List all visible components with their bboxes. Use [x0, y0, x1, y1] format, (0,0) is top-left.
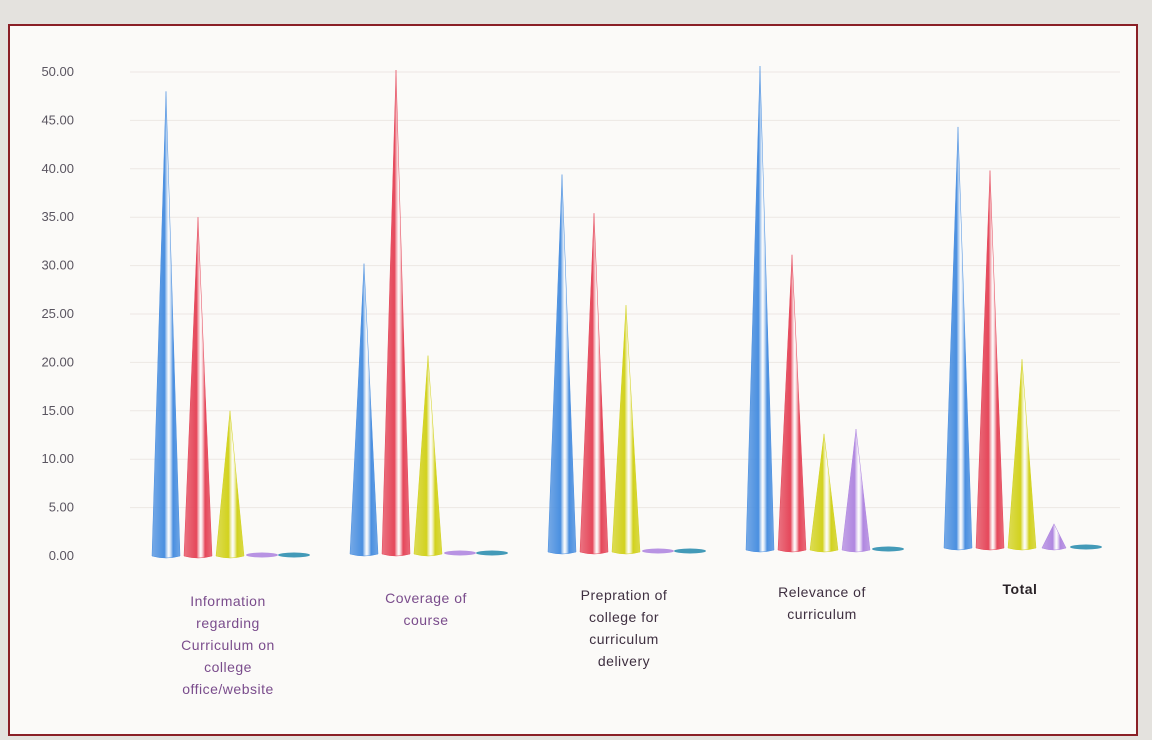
y-tick-label: 35.00 [41, 209, 74, 224]
y-tick-label: 40.00 [41, 161, 74, 176]
category-label-line: curriculum [589, 631, 659, 647]
category-label-line: Prepration of [581, 587, 668, 603]
cone-bar [215, 410, 245, 559]
y-axis-ticks: 0.00 5.00 10.00 15.00 20.00 25.00 30.00 35.00 40… [41, 64, 74, 563]
y-tick-label: 30.00 [41, 258, 74, 273]
cone-bar [611, 305, 641, 555]
cone-bar [151, 91, 181, 559]
y-tick-label: 50.00 [41, 64, 74, 79]
cone-bar [1070, 544, 1102, 550]
category-label-line: Relevance of [778, 584, 866, 600]
y-tick-label: 0.00 [49, 548, 74, 563]
category-label: Coverage of course [385, 590, 467, 628]
cone-bar [777, 254, 807, 553]
cone-bar [278, 552, 310, 558]
cone-bar [642, 548, 674, 554]
grid-lines [130, 71, 1120, 509]
category-label-line: Curriculum on [181, 637, 275, 653]
cone-bar [381, 69, 411, 557]
category-label-line: course [403, 612, 448, 628]
y-tick-label: 5.00 [49, 500, 74, 515]
cone-bar [349, 263, 379, 557]
category-label-line: college for [589, 609, 659, 625]
cone-bar [444, 550, 476, 556]
cone-bar [246, 552, 278, 558]
cone-bar [943, 126, 973, 551]
cone-bar [1041, 523, 1067, 551]
cone-bar [809, 433, 839, 553]
chart-frame: 0.00 5.00 10.00 15.00 20.00 25.00 30.00 35.00 40… [8, 24, 1138, 736]
cone-bar [413, 355, 443, 557]
category-labels: Information regarding Curriculum on college… [181, 581, 1037, 697]
cone-bars [151, 65, 1102, 559]
category-label-line: delivery [598, 653, 650, 669]
cone-bar [547, 174, 577, 555]
cone-bar [579, 213, 609, 555]
cone-bar [745, 65, 775, 553]
category-label-line: Information [190, 593, 266, 609]
category-label-line: regarding [196, 615, 260, 631]
category-label-line: Coverage of [385, 590, 467, 606]
y-tick-label: 45.00 [41, 112, 74, 127]
category-label-line: Total [1003, 581, 1038, 597]
y-tick-label: 15.00 [41, 403, 74, 418]
category-label: Information regarding Curriculum on college… [181, 593, 275, 697]
category-label: Total [1003, 581, 1038, 597]
y-tick-label: 25.00 [41, 306, 74, 321]
category-label-line: college [204, 659, 252, 675]
cone-bar [841, 428, 871, 553]
cone-bar [476, 550, 508, 556]
cone-bar [183, 217, 213, 559]
y-tick-label: 10.00 [41, 451, 74, 466]
category-label: Prepration of college for curriculum delive… [581, 587, 668, 669]
category-label-line: office/website [182, 681, 274, 697]
category-label: Relevance of curriculum [778, 584, 866, 622]
cone-bar-chart: 0.00 5.00 10.00 15.00 20.00 25.00 30.00 35.00 40… [41, 64, 1120, 697]
cone-bar [1007, 359, 1037, 551]
cone-bar [975, 170, 1005, 551]
category-label-line: curriculum [787, 606, 857, 622]
y-tick-label: 20.00 [41, 354, 74, 369]
cone-bar [872, 546, 904, 552]
cone-bar [674, 548, 706, 554]
